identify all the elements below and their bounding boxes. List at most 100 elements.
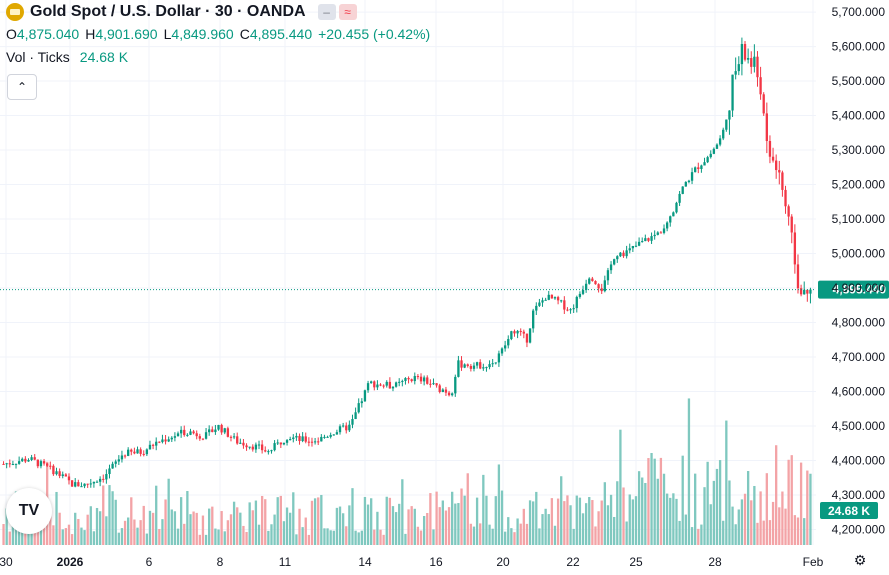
candle-body [14,463,18,465]
ohlc-low: L4,849.960 [163,26,234,42]
volume-bar [460,488,463,545]
candle-body [264,450,267,452]
volume-bar [307,534,311,545]
volume-bar [784,508,787,545]
volume-bar [662,473,666,545]
candle-body [173,436,177,438]
volume-bar [285,507,289,545]
candle-body [363,390,367,402]
candle-body [451,393,454,396]
last-price-tag [818,280,889,299]
candle-body [544,299,547,301]
candle-body [619,252,622,257]
candle-body [370,381,373,384]
y-axis[interactable]: 5,700.000 5,600.000 5,500.000 5,400.000 5,30… [832,5,886,536]
candle-body [326,436,329,438]
candle-body [809,289,812,294]
volume-bar [388,497,392,545]
volume-bar [413,508,416,545]
volume-bar [451,491,454,545]
candle-body [625,250,628,257]
candle-body [86,483,89,485]
volume-bar [232,501,236,545]
candle-body [700,165,703,170]
volume-label[interactable]: Vol · Ticks [6,49,70,65]
candle-body [762,94,765,114]
symbol-title[interactable]: Gold Spot / U.S. Dollar · 30 · OANDA [30,3,306,20]
volume-bar [114,499,117,545]
volume-bar [398,503,401,545]
candle-body [731,74,734,111]
volume-bar [444,510,448,545]
candle-body [631,245,635,249]
candle-body [345,425,348,431]
volume-bar [186,491,189,545]
candle-layer[interactable] [2,37,812,489]
volume-bar [566,495,569,545]
candle-body [292,437,295,440]
volume-bar [544,508,547,545]
candle-body [525,333,529,343]
volume-bar [360,530,363,545]
volume-bar [799,462,803,545]
volume-bar [214,528,217,545]
gold-symbol-icon[interactable] [6,3,24,21]
candle-body [204,432,208,439]
candle-body [560,300,563,302]
volume-bar [70,534,74,545]
volume-bar [787,459,790,545]
volume-bar [2,524,5,545]
candle-body [260,444,264,451]
volume-bar [429,493,432,545]
volume-bar [419,530,423,545]
volume-bar [310,500,314,545]
candle-body [217,424,220,430]
volume-bar [5,508,8,545]
x-tick-label: 22 [566,555,580,569]
settings-icon[interactable]: ⚙ [853,552,867,568]
tradingview-logo[interactable]: TV [6,488,52,534]
volume-bar [98,511,102,545]
volume-bar [198,534,201,545]
candle-body [201,438,205,440]
candle-body [737,64,740,72]
volume-bar [796,517,800,545]
volume-bar [694,473,697,545]
candle-body [616,256,619,260]
volume-bar [8,531,11,545]
x-tick-label: 11 [279,555,292,569]
candle-body [229,436,233,438]
candle-body [348,424,351,431]
y-tick-label: 4,400.000 [832,453,886,467]
x-tick-label: Feb [803,555,824,569]
volume-bar [634,496,638,545]
candle-body [242,442,245,446]
volume-bar [105,516,108,545]
candle-body [622,252,625,257]
collapse-legend-button[interactable]: ⌃ [7,74,37,100]
data-status-icon[interactable]: ≈ [338,4,357,20]
volume-bar [790,455,793,545]
market-status-icon[interactable]: ‒ [317,4,336,20]
volume-bar [538,528,541,545]
volume-bar [257,524,261,545]
volume-bar [279,495,282,545]
y-tick-label: 4,700.000 [832,350,886,364]
volume-bar [753,485,756,545]
volume-bar [345,526,348,545]
candle-body [775,160,778,171]
volume-bar [351,488,354,545]
candle-body [416,376,420,378]
volume-bar [750,500,753,545]
candle-body [310,441,314,443]
candle-body [718,138,722,145]
volume-bar [659,457,663,545]
candle-body [192,431,195,434]
candle-body [460,360,463,368]
candle-body [145,449,149,455]
candle-body [236,436,239,444]
candle-body [581,290,585,294]
x-axis[interactable]: 30 2026 6 8 11 14 16 20 22 25 28 Feb [0,555,824,569]
volume-bar [809,473,812,545]
candle-body [67,476,71,481]
